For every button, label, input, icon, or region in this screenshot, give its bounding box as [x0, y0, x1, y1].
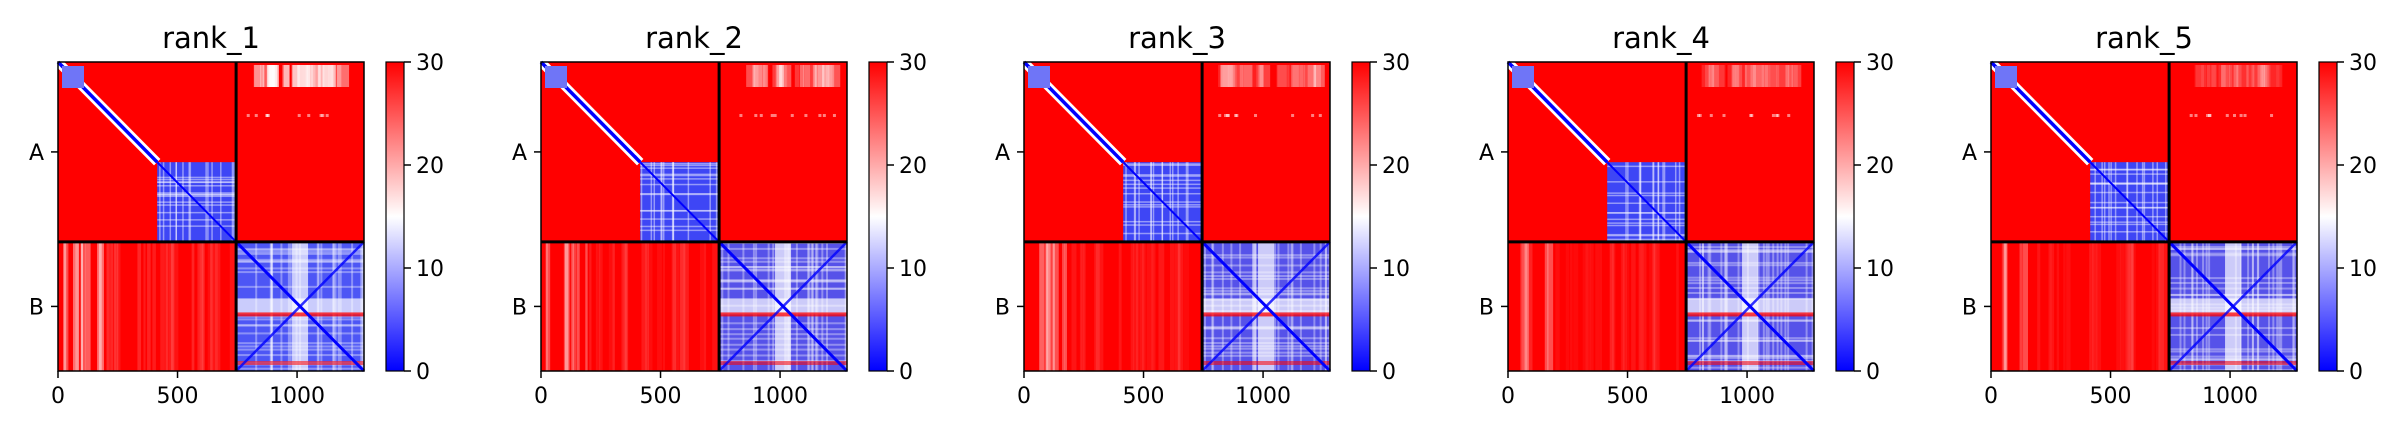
x-tick-label: 1000 [1719, 384, 1775, 409]
plot-frame [1507, 61, 1815, 372]
colorbar-tick-label: 10 [416, 257, 444, 282]
x-tick-label: 0 [1984, 384, 1998, 409]
n-term-cluster [1995, 66, 2017, 88]
x-tick-label: 0 [1017, 384, 1031, 409]
colorbar-tick-label: 0 [899, 360, 913, 385]
x-tick-label: 1000 [1235, 384, 1291, 409]
subdomain-square [156, 161, 237, 243]
colorbar-tick-label: 20 [899, 154, 927, 179]
bottom-left-stripes [2001, 242, 2167, 371]
colorbar-tick-label: 20 [416, 154, 444, 179]
colorbar: 0 10 20 30 [1351, 51, 1410, 385]
y-tick-label: A [29, 141, 44, 166]
colorbar-tick-label: 0 [1866, 360, 1880, 385]
bottom-left-stripes [63, 242, 236, 371]
x-tick-label: 500 [1607, 384, 1649, 409]
panel-title: rank_2 [645, 21, 743, 55]
panel-title: rank_1 [162, 21, 260, 55]
heatmap-panel-1: rank_1 A B 0 500 1000 0 10 20 30 [29, 21, 444, 409]
colorbar-tick-label: 20 [1382, 154, 1410, 179]
y-tick-label: A [995, 141, 1010, 166]
n-term-cluster [1028, 66, 1050, 88]
x-tick-label: 0 [51, 384, 65, 409]
heatmap-panel-2: rank_2 A B 0 500 1000 0 10 20 30 [512, 21, 927, 409]
colorbar-tick-label: 20 [1866, 154, 1894, 179]
colorbar: 0 10 20 30 [385, 51, 444, 385]
colorbar-tick-label: 0 [1382, 360, 1396, 385]
top-right-band [246, 65, 350, 117]
panel-title: rank_3 [1128, 21, 1226, 55]
colorbar: 0 10 20 30 [1835, 51, 1894, 385]
x-tick-label: 500 [1123, 384, 1165, 409]
colorbar-tick-label: 10 [899, 257, 927, 282]
colorbar: 0 10 20 30 [868, 51, 927, 385]
plot-frame [57, 61, 365, 372]
bottom-left-stripes [545, 242, 719, 371]
plot-frame [540, 61, 848, 372]
colorbar-tick-label: 10 [1866, 257, 1894, 282]
heatmap-panel-4: rank_4 A B 0 500 1000 0 10 20 30 [1479, 21, 1894, 409]
chain-b-block [718, 240, 849, 373]
x-tick-label: 500 [640, 384, 682, 409]
subdomain-square [639, 161, 720, 243]
x-tick-label: 1000 [2202, 384, 2258, 409]
top-right-band [739, 65, 841, 117]
heatmap-panel-3: rank_3 A B 0 500 1000 0 10 20 30 [995, 21, 1410, 409]
y-tick-label: A [512, 141, 527, 166]
colorbar-tick-label: 30 [416, 51, 444, 76]
heatmap-panel-5: rank_5 A B 0 500 1000 0 10 20 30 [1962, 21, 2377, 409]
colorbar-gradient [1835, 61, 1855, 372]
top-right-band [1696, 65, 1802, 117]
top-right-band [2189, 65, 2283, 117]
bottom-left-stripes [1520, 242, 1679, 371]
y-tick-label: B [995, 295, 1010, 320]
y-tick-label: B [512, 295, 527, 320]
x-tick-label: 1000 [269, 384, 325, 409]
subdomain-square [2089, 161, 2170, 243]
colorbar-gradient [2318, 61, 2338, 372]
y-tick-label: B [29, 295, 44, 320]
y-tick-label: A [1479, 141, 1494, 166]
colorbar-tick-label: 30 [2349, 51, 2377, 76]
y-tick-label: A [1962, 141, 1977, 166]
subdomain-square [1606, 161, 1687, 243]
colorbar: 0 10 20 30 [2318, 51, 2377, 385]
colorbar-tick-label: 0 [416, 360, 430, 385]
y-tick-label: B [1479, 295, 1494, 320]
colorbar-tick-label: 30 [1382, 51, 1410, 76]
colorbar-gradient [385, 61, 405, 372]
y-tick-label: B [1962, 295, 1977, 320]
chain-b-block [1201, 240, 1332, 373]
colorbar-tick-label: 10 [2349, 257, 2377, 282]
chain-b-block [235, 240, 366, 373]
bottom-left-stripes [1039, 242, 1190, 371]
colorbar-gradient [1351, 61, 1371, 372]
subdomain-square [1122, 161, 1203, 243]
colorbar-tick-label: 30 [1866, 51, 1894, 76]
colorbar-tick-label: 30 [899, 51, 927, 76]
chain-b-block [2168, 240, 2299, 373]
panel-title: rank_5 [2095, 21, 2193, 55]
x-tick-label: 0 [1501, 384, 1515, 409]
x-tick-label: 1000 [752, 384, 808, 409]
colorbar-tick-label: 0 [2349, 360, 2363, 385]
n-term-cluster [62, 66, 84, 88]
colorbar-gradient [868, 61, 888, 372]
x-tick-label: 0 [534, 384, 548, 409]
n-term-cluster [1512, 66, 1534, 88]
x-tick-label: 500 [2090, 384, 2132, 409]
x-tick-label: 500 [157, 384, 199, 409]
plot-frame [1023, 61, 1331, 372]
colorbar-tick-label: 10 [1382, 257, 1410, 282]
plot-frame [1990, 61, 2298, 372]
panel-title: rank_4 [1612, 21, 1710, 55]
colorbar-tick-label: 20 [2349, 154, 2377, 179]
n-term-cluster [545, 66, 567, 88]
top-right-band [1218, 65, 1326, 117]
chain-b-block [1685, 240, 1816, 373]
